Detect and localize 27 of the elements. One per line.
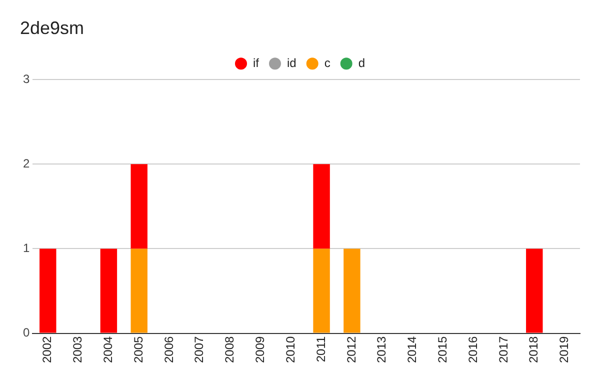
x-tick-label: 2009 <box>253 336 268 364</box>
y-tick-label: 3 <box>22 72 30 86</box>
legend-label: id <box>286 56 296 70</box>
x-tick-label: 2006 <box>162 336 176 364</box>
x-tick-label: 2002 <box>40 336 54 364</box>
x-tick-label: 2016 <box>466 336 480 364</box>
x-tick-label: 2014 <box>405 336 420 364</box>
chart-title: 2de9sm <box>20 18 84 38</box>
x-tick-label: 2015 <box>435 336 450 364</box>
x-tick-label: 2013 <box>374 336 389 364</box>
legend-label: if <box>252 56 260 70</box>
x-tick-label: 2011 <box>314 336 328 362</box>
x-tick-label: 2008 <box>222 336 237 364</box>
x-tick-label: 2010 <box>283 336 298 364</box>
x-tick-label: 2005 <box>131 336 146 364</box>
y-tick-label: 1 <box>22 241 30 256</box>
x-tick-label: 2012 <box>344 336 358 364</box>
x-tick-label: 2004 <box>101 336 116 364</box>
x-tick-label: 2007 <box>192 336 206 364</box>
legend-label: c <box>324 56 330 70</box>
x-tick-label: 2019 <box>557 336 572 364</box>
x-tick-label: 2018 <box>526 336 541 364</box>
legend-label: d <box>358 56 366 70</box>
y-tick-label: 0 <box>22 326 30 340</box>
x-tick-label: 2003 <box>70 336 85 364</box>
x-tick-label: 2017 <box>496 336 510 364</box>
y-tick-label: 2 <box>22 156 30 170</box>
